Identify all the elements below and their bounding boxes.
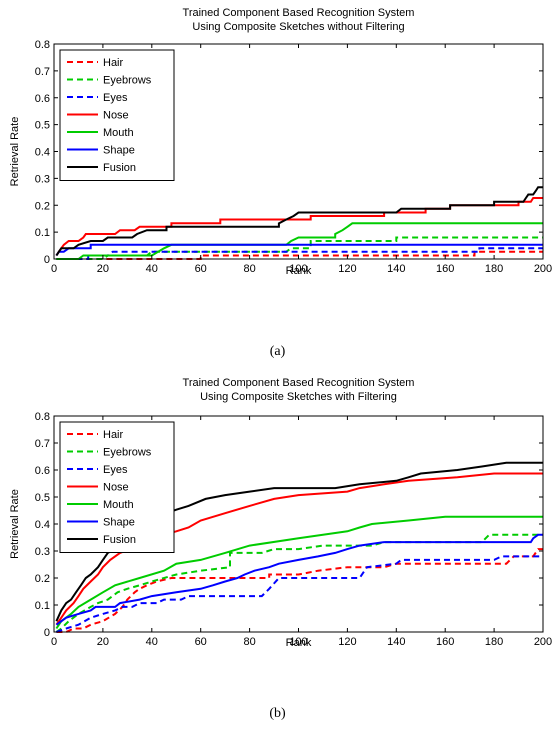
x-tick-label: 160 xyxy=(436,636,454,648)
x-tick-label: 140 xyxy=(387,263,405,275)
x-axis-label: Rank xyxy=(286,265,312,277)
series-group xyxy=(55,461,543,633)
x-axis-label: Rank xyxy=(286,637,312,649)
x-tick-label: 120 xyxy=(338,263,356,275)
legend: Hair Eyebrows Eyes Nose Mouth Shape Fusion xyxy=(59,421,175,553)
chart-title-line: Trained Component Based Recognition Syst… xyxy=(183,377,415,389)
y-tick-label: 0 xyxy=(44,254,50,266)
x-tick-label: 80 xyxy=(243,263,255,275)
chart-title-line: Using Composite Sketches with Filtering xyxy=(200,391,397,403)
x-tick-label: 200 xyxy=(534,636,552,648)
legend-label-eyes: Eyes xyxy=(103,92,128,104)
series-line-shape xyxy=(55,533,543,626)
series-line-eyes xyxy=(56,247,543,260)
x-tick-label: 20 xyxy=(97,636,109,648)
y-axis-label: Retrieval Rate xyxy=(9,489,21,559)
series-group xyxy=(55,186,543,260)
legend: Hair Eyebrows Eyes Nose Mouth Shape Fusion xyxy=(59,49,175,181)
y-tick-label: 0.1 xyxy=(35,600,50,612)
x-tick-label: 40 xyxy=(146,636,158,648)
x-tick-label: 200 xyxy=(534,263,552,275)
series-line-mouth xyxy=(56,222,543,260)
y-tick-label: 0.6 xyxy=(35,93,50,105)
y-tick-label: 0 xyxy=(44,627,50,639)
legend-label-fusion: Fusion xyxy=(103,162,136,174)
x-tick-label: 80 xyxy=(243,636,255,648)
x-tick-label: 0 xyxy=(51,263,57,275)
legend-label-hair: Hair xyxy=(103,429,124,441)
chart-panel-b: Trained Component Based Recognition Syst… xyxy=(9,377,552,649)
x-tick-label: 100 xyxy=(289,263,307,275)
x-tick-label: 180 xyxy=(485,636,503,648)
x-tick-label: 40 xyxy=(146,263,158,275)
series-line-mouth xyxy=(55,515,543,630)
y-tick-label: 0.5 xyxy=(35,492,50,504)
x-tick-label: 140 xyxy=(387,636,405,648)
y-tick-label: 0.7 xyxy=(35,66,50,78)
y-tick-label: 0.2 xyxy=(35,573,50,585)
y-tick-label: 0.6 xyxy=(35,465,50,477)
y-tick-label: 0.1 xyxy=(35,227,50,239)
legend-label-shape: Shape xyxy=(103,517,135,529)
legend-label-eyes: Eyes xyxy=(103,464,128,476)
x-tick-label: 100 xyxy=(289,636,307,648)
legend-label-eyebrows: Eyebrows xyxy=(103,447,152,459)
legend-label-shape: Shape xyxy=(103,145,135,157)
x-tick-label: 180 xyxy=(485,263,503,275)
y-tick-label: 0.4 xyxy=(35,147,50,159)
legend-label-mouth: Mouth xyxy=(103,499,134,511)
chart-title-line: Trained Component Based Recognition Syst… xyxy=(183,7,415,19)
series-line-eyebrows xyxy=(55,533,543,633)
legend-label-hair: Hair xyxy=(103,57,124,69)
series-line-shape xyxy=(55,243,543,257)
y-tick-label: 0.8 xyxy=(35,39,50,51)
legend-label-nose: Nose xyxy=(103,482,129,494)
legend-label-eyebrows: Eyebrows xyxy=(103,75,152,87)
x-tick-label: 120 xyxy=(338,636,356,648)
y-tick-label: 0.2 xyxy=(35,200,50,212)
chart-panel-a: Trained Component Based Recognition Syst… xyxy=(9,7,552,277)
y-tick-label: 0.8 xyxy=(35,411,50,423)
y-tick-label: 0.7 xyxy=(35,438,50,450)
y-tick-label: 0.3 xyxy=(35,546,50,558)
legend-label-nose: Nose xyxy=(103,110,129,122)
series-line-hair xyxy=(56,548,543,633)
x-tick-label: 60 xyxy=(195,636,207,648)
x-tick-label: 20 xyxy=(97,263,109,275)
series-line-nose xyxy=(55,472,543,626)
caption-b: (b) xyxy=(269,706,286,721)
series-line-eyes xyxy=(56,555,543,633)
legend-label-fusion: Fusion xyxy=(103,534,136,546)
legend-label-mouth: Mouth xyxy=(103,127,134,139)
y-tick-label: 0.4 xyxy=(35,519,50,531)
chart-title-line: Using Composite Sketches without Filteri… xyxy=(192,21,404,33)
caption-a: (a) xyxy=(269,344,286,359)
x-tick-label: 60 xyxy=(195,263,207,275)
x-tick-label: 0 xyxy=(51,636,57,648)
y-axis-label: Retrieval Rate xyxy=(9,117,21,187)
series-line-nose xyxy=(55,197,543,257)
y-tick-label: 0.5 xyxy=(35,120,50,132)
y-tick-label: 0.3 xyxy=(35,173,50,185)
x-tick-label: 160 xyxy=(436,263,454,275)
series-line-fusion xyxy=(55,186,543,257)
